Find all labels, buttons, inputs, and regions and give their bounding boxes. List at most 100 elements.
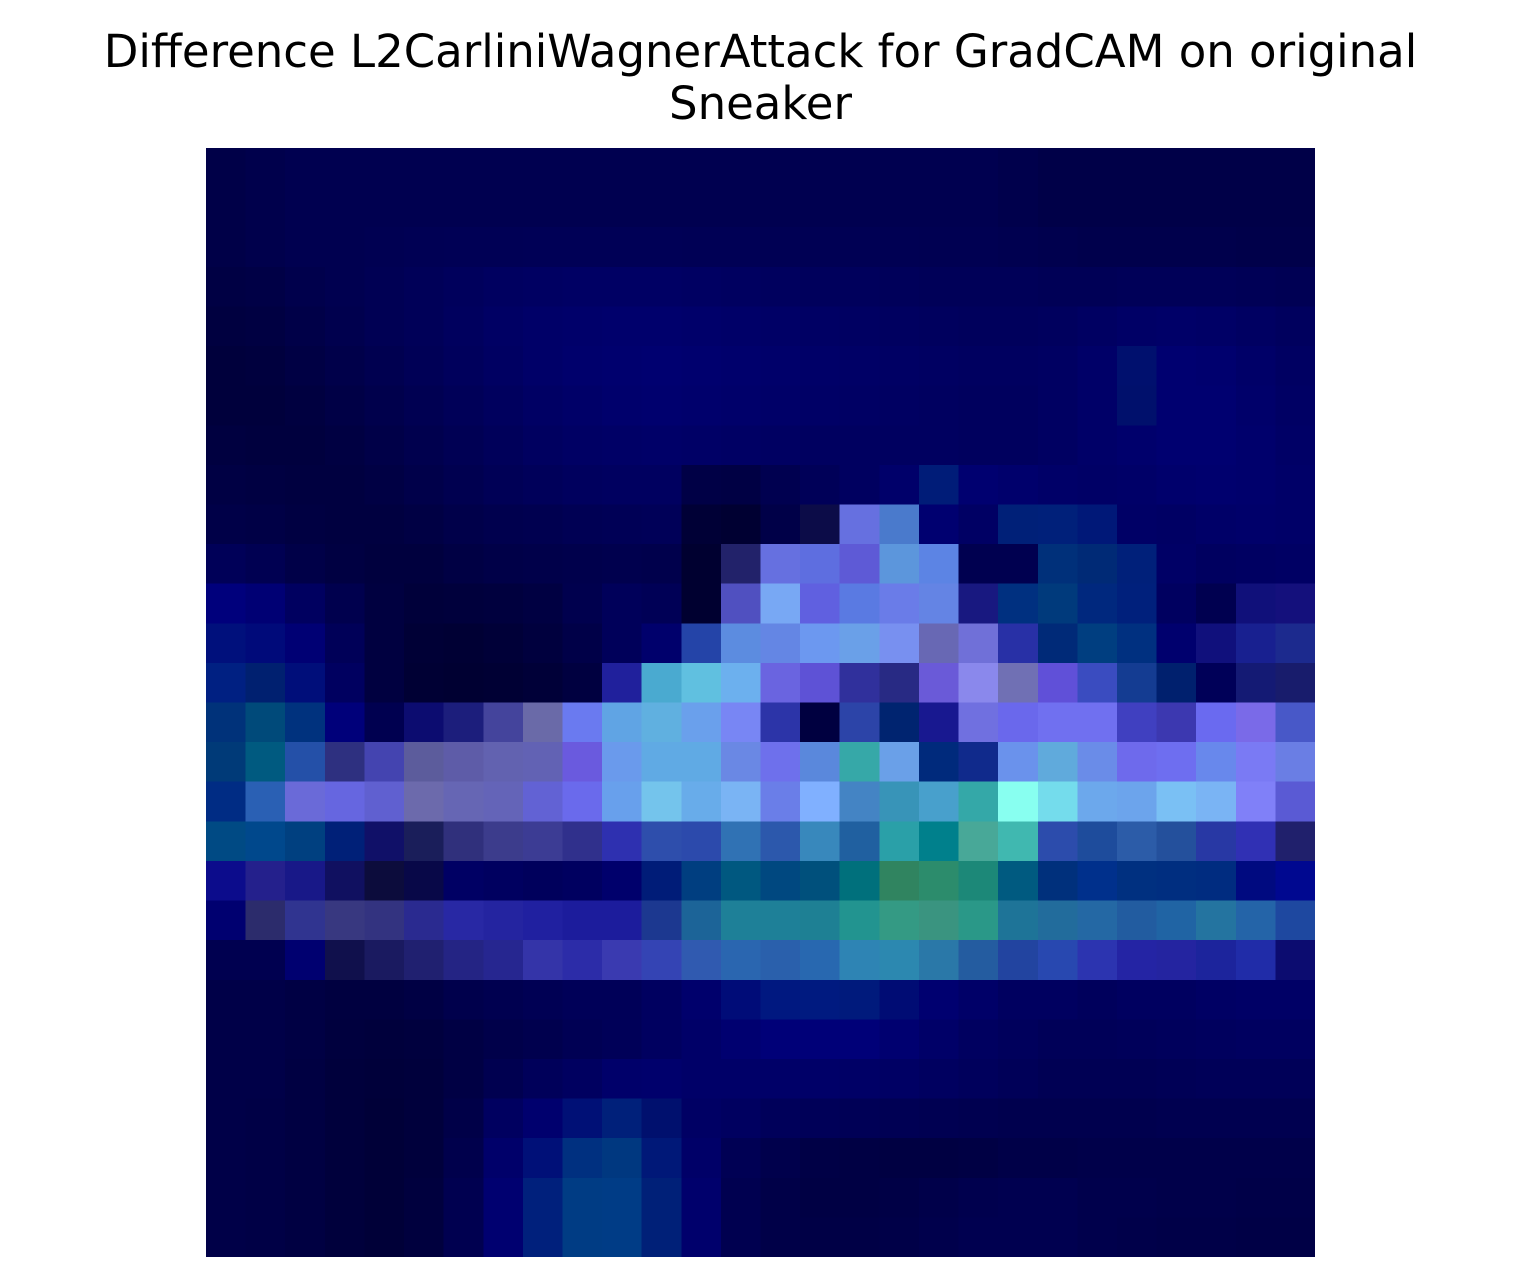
heatmap-cell-r22-c1 bbox=[245, 1019, 286, 1060]
heatmap-cell-r20-c14 bbox=[760, 940, 801, 981]
heatmap-cell-r16-c10 bbox=[602, 781, 643, 822]
heatmap-cell-r20-c20 bbox=[998, 940, 1039, 981]
heatmap-cell-r12-c15 bbox=[800, 623, 841, 664]
heatmap-cell-r1-c19 bbox=[958, 187, 999, 228]
heatmap-cell-r16-c24 bbox=[1156, 781, 1197, 822]
heatmap-cell-r15-c8 bbox=[522, 742, 564, 783]
heatmap-cell-r12-c11 bbox=[641, 623, 682, 664]
heatmap-cell-r0-c10 bbox=[602, 148, 643, 189]
heatmap-cell-r18-c14 bbox=[760, 860, 801, 902]
heatmap-cell-r8-c17 bbox=[879, 464, 920, 506]
heatmap-cell-r24-c5 bbox=[404, 1098, 445, 1139]
heatmap-cell-r4-c7 bbox=[483, 306, 524, 347]
heatmap-cell-r19-c20 bbox=[998, 900, 1039, 941]
heatmap-cell-r9-c26 bbox=[1235, 504, 1276, 545]
heatmap-cell-r11-c23 bbox=[1116, 583, 1158, 624]
heatmap-cell-r16-c2 bbox=[285, 781, 326, 822]
heatmap-cell-r10-c18 bbox=[918, 544, 960, 585]
heatmap-cell-r16-c13 bbox=[720, 781, 762, 822]
heatmap-cell-r14-c22 bbox=[1077, 702, 1118, 743]
heatmap-cell-r1-c2 bbox=[285, 187, 326, 228]
heatmap-cell-r5-c22 bbox=[1077, 346, 1118, 387]
heatmap-cell-r0-c6 bbox=[443, 148, 484, 189]
heatmap-cell-r17-c6 bbox=[443, 821, 484, 862]
heatmap-cell-r21-c23 bbox=[1116, 979, 1158, 1020]
heatmap-cell-r7-c4 bbox=[364, 425, 405, 466]
heatmap-cell-r26-c20 bbox=[998, 1177, 1039, 1218]
heatmap-cell-r26-c23 bbox=[1116, 1177, 1158, 1218]
heatmap-cell-r17-c0 bbox=[206, 821, 247, 862]
heatmap-cell-r21-c19 bbox=[958, 979, 999, 1020]
heatmap-cell-r8-c19 bbox=[958, 464, 999, 506]
heatmap-cell-r6-c24 bbox=[1156, 385, 1197, 426]
heatmap-cell-r21-c21 bbox=[1037, 979, 1078, 1020]
heatmap-cell-r10-c3 bbox=[324, 544, 366, 585]
heatmap-cell-r27-c4 bbox=[364, 1217, 405, 1257]
heatmap-cell-r10-c0 bbox=[206, 544, 247, 585]
heatmap-cell-r18-c0 bbox=[206, 860, 247, 902]
heatmap-cell-r23-c19 bbox=[958, 1058, 999, 1100]
heatmap-cell-r13-c1 bbox=[245, 662, 286, 704]
heatmap-cell-r19-c7 bbox=[483, 900, 524, 941]
heatmap-cell-r9-c23 bbox=[1116, 504, 1158, 545]
heatmap-cell-r27-c12 bbox=[681, 1217, 722, 1257]
heatmap-cell-r1-c24 bbox=[1156, 187, 1197, 228]
heatmap-cell-r8-c2 bbox=[285, 464, 326, 506]
heatmap-cell-r23-c2 bbox=[285, 1058, 326, 1100]
heatmap-cell-r0-c11 bbox=[641, 148, 682, 189]
heatmap-cell-r17-c2 bbox=[285, 821, 326, 862]
heatmap-cell-r0-c12 bbox=[681, 148, 722, 189]
heatmap-cell-r27-c3 bbox=[324, 1217, 366, 1257]
heatmap-cell-r14-c18 bbox=[918, 702, 960, 743]
heatmap-cell-r1-c0 bbox=[206, 187, 247, 228]
heatmap-cell-r22-c17 bbox=[879, 1019, 920, 1060]
heatmap-cell-r18-c8 bbox=[522, 860, 564, 902]
heatmap-cell-r3-c16 bbox=[839, 266, 880, 308]
heatmap-cell-r19-c19 bbox=[958, 900, 999, 941]
heatmap-cell-r27-c26 bbox=[1235, 1217, 1276, 1257]
heatmap-cell-r1-c14 bbox=[760, 187, 801, 228]
heatmap-cell-r1-c25 bbox=[1196, 187, 1237, 228]
heatmap-cell-r10-c1 bbox=[245, 544, 286, 585]
heatmap-cell-r8-c10 bbox=[602, 464, 643, 506]
heatmap-cell-r26-c7 bbox=[483, 1177, 524, 1218]
heatmap-cell-r10-c17 bbox=[879, 544, 920, 585]
heatmap-cell-r0-c24 bbox=[1156, 148, 1197, 189]
heatmap-cell-r2-c14 bbox=[760, 227, 801, 268]
heatmap-cell-r22-c14 bbox=[760, 1019, 801, 1060]
heatmap-cell-r2-c18 bbox=[918, 227, 960, 268]
heatmap-cell-r15-c27 bbox=[1275, 742, 1315, 783]
heatmap-cell-r11-c7 bbox=[483, 583, 524, 624]
heatmap-cell-r27-c23 bbox=[1116, 1217, 1158, 1257]
heatmap-cell-r1-c1 bbox=[245, 187, 286, 228]
heatmap-cell-r5-c19 bbox=[958, 346, 999, 387]
heatmap-cell-r7-c0 bbox=[206, 425, 247, 466]
heatmap-cell-r11-c5 bbox=[404, 583, 445, 624]
heatmap-cell-r5-c6 bbox=[443, 346, 484, 387]
heatmap-cell-r8-c9 bbox=[562, 464, 603, 506]
heatmap-cell-r7-c5 bbox=[404, 425, 445, 466]
heatmap-cell-r6-c21 bbox=[1037, 385, 1078, 426]
heatmap-cell-r0-c14 bbox=[760, 148, 801, 189]
heatmap-cell-r5-c3 bbox=[324, 346, 366, 387]
heatmap-cell-r17-c25 bbox=[1196, 821, 1237, 862]
heatmap-cell-r25-c17 bbox=[879, 1138, 920, 1179]
heatmap-cell-r11-c21 bbox=[1037, 583, 1078, 624]
heatmap-cell-r12-c25 bbox=[1196, 623, 1237, 664]
heatmap-cell-r3-c8 bbox=[522, 266, 564, 308]
heatmap-cell-r19-c26 bbox=[1235, 900, 1276, 941]
heatmap-cell-r1-c9 bbox=[562, 187, 603, 228]
heatmap-cell-r21-c6 bbox=[443, 979, 484, 1020]
heatmap-cell-r19-c16 bbox=[839, 900, 880, 941]
heatmap-cell-r19-c24 bbox=[1156, 900, 1197, 941]
heatmap-cell-r9-c20 bbox=[998, 504, 1039, 545]
heatmap-cell-r23-c16 bbox=[839, 1058, 880, 1100]
heatmap-cell-r22-c18 bbox=[918, 1019, 960, 1060]
heatmap-cell-r13-c20 bbox=[998, 662, 1039, 704]
heatmap-cell-r5-c9 bbox=[562, 346, 603, 387]
heatmap-cell-r4-c24 bbox=[1156, 306, 1197, 347]
heatmap-cell-r11-c3 bbox=[324, 583, 366, 624]
heatmap-cell-r7-c27 bbox=[1275, 425, 1315, 466]
heatmap-cell-r10-c13 bbox=[720, 544, 762, 585]
heatmap-cell-r10-c2 bbox=[285, 544, 326, 585]
